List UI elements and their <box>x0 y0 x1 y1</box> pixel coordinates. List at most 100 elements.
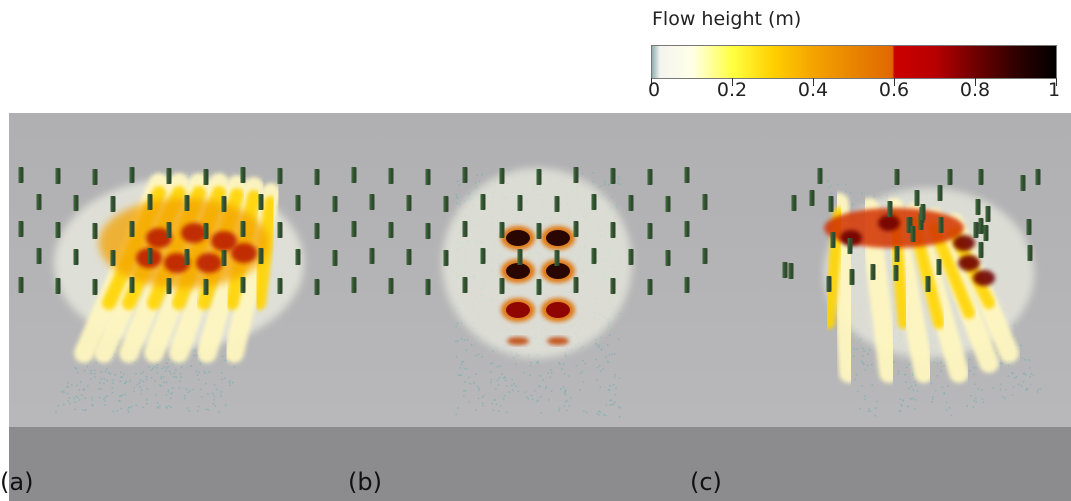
flow-particle <box>499 365 501 367</box>
obstacle-pillar-highlight <box>258 248 261 264</box>
flow-particle <box>501 373 503 375</box>
flow-particle <box>945 401 948 404</box>
obstacle-pillar-highlight <box>914 190 917 206</box>
flow-particle <box>613 384 615 386</box>
flow-particle <box>142 371 145 374</box>
flow-particle <box>619 407 622 409</box>
obstacle-pillar-highlight <box>184 249 187 265</box>
flow-peak <box>546 263 570 279</box>
flow-particle <box>135 373 137 375</box>
flow-panel-a <box>54 171 304 413</box>
flow-particle <box>475 409 477 411</box>
colorbar-tick-2 <box>813 78 814 86</box>
flow-particle <box>93 369 96 371</box>
flow-peak <box>181 223 207 243</box>
flow-particle <box>866 364 869 367</box>
obstacle-pillar-highlight <box>591 248 594 264</box>
flow-particle <box>548 399 550 401</box>
flow-particle <box>94 376 96 378</box>
flow-particle <box>170 373 172 375</box>
flow-particle <box>1005 389 1007 391</box>
flow-particle <box>156 364 159 366</box>
colorbar-title: Flow height (m) <box>652 8 802 30</box>
flow-particle <box>192 388 194 391</box>
flow-particle <box>910 398 913 401</box>
flow-particle <box>108 371 110 374</box>
flow-particle <box>529 374 531 377</box>
flow-particle <box>218 411 220 413</box>
flow-particle <box>1037 389 1039 391</box>
obstacle-pillar-highlight <box>628 249 631 265</box>
flow-particle <box>511 378 513 381</box>
obstacle-pillar-highlight <box>610 278 613 294</box>
flow-particle <box>544 387 547 390</box>
obstacle-pillar-highlight <box>536 169 539 185</box>
flow-particle <box>103 398 105 400</box>
flow-particle <box>490 379 493 381</box>
flow-particle <box>172 363 175 365</box>
flow-particle <box>468 401 470 403</box>
flow-particle <box>975 397 977 400</box>
colorbar-tick-0 <box>651 78 652 86</box>
flow-particle <box>68 397 71 399</box>
flow-particle <box>106 380 108 382</box>
flow-particle <box>82 389 85 391</box>
flow-particle <box>868 408 870 410</box>
flow-particle <box>930 382 933 385</box>
obstacle-pillar-highlight <box>314 223 317 239</box>
flow-particle <box>513 383 515 385</box>
flow-particle <box>173 375 175 378</box>
obstacle-pillar-highlight <box>499 222 502 238</box>
flow-particle <box>535 400 538 403</box>
flow-particle <box>1020 344 1022 347</box>
flow-particle <box>482 404 484 407</box>
flow-particle <box>179 373 182 375</box>
flow-particle <box>900 405 903 407</box>
obstacle-pillar-highlight <box>517 249 520 265</box>
flow-particle <box>604 414 607 417</box>
flow-particle <box>602 413 605 416</box>
flow-particle <box>527 397 530 400</box>
flow-particle <box>909 397 911 400</box>
flow-particle <box>1002 396 1004 398</box>
obstacle-pillar-highlight <box>295 249 298 265</box>
flow-particle <box>605 404 608 406</box>
flow-particle <box>133 387 135 389</box>
flow-particle <box>214 405 217 407</box>
flow-particle <box>613 376 616 379</box>
obstacle-pillar-highlight <box>221 196 224 212</box>
flow-particle <box>1028 359 1030 361</box>
flow-particle <box>608 389 611 391</box>
flow-particle <box>121 376 123 378</box>
flow-particle <box>100 378 103 380</box>
obstacle-pillar-highlight <box>554 250 557 266</box>
obstacle-pillar-highlight <box>918 214 921 230</box>
flow-particle <box>867 353 869 355</box>
obstacle-pillar-highlight <box>55 278 58 294</box>
flow-particle <box>172 387 174 389</box>
flow-peak <box>506 230 530 246</box>
flow-particle <box>524 391 527 393</box>
flow-particle <box>512 389 514 391</box>
flow-particle <box>156 372 159 374</box>
flow-particle <box>613 403 615 406</box>
flow-particle <box>563 405 566 407</box>
flow-particle <box>559 363 561 365</box>
obstacle-pillar-highlight <box>925 276 928 292</box>
flow-particle <box>508 169 510 171</box>
obstacle-pillar-highlight <box>332 250 335 266</box>
flow-particle <box>905 381 907 383</box>
flow-particle <box>609 399 611 402</box>
flow-particle <box>907 405 909 407</box>
flow-particle <box>212 403 215 405</box>
flow-particle <box>478 389 480 392</box>
flow-particle <box>165 394 167 396</box>
flow-particle <box>564 394 567 396</box>
colorbar-tick-4 <box>975 78 976 86</box>
flow-particle <box>498 377 500 379</box>
flow-particle <box>614 394 617 396</box>
flow-particle <box>558 409 560 412</box>
flow-particle <box>203 370 205 373</box>
obstacle-pillar-highlight <box>920 204 923 220</box>
obstacle-pillar-highlight <box>937 185 940 201</box>
